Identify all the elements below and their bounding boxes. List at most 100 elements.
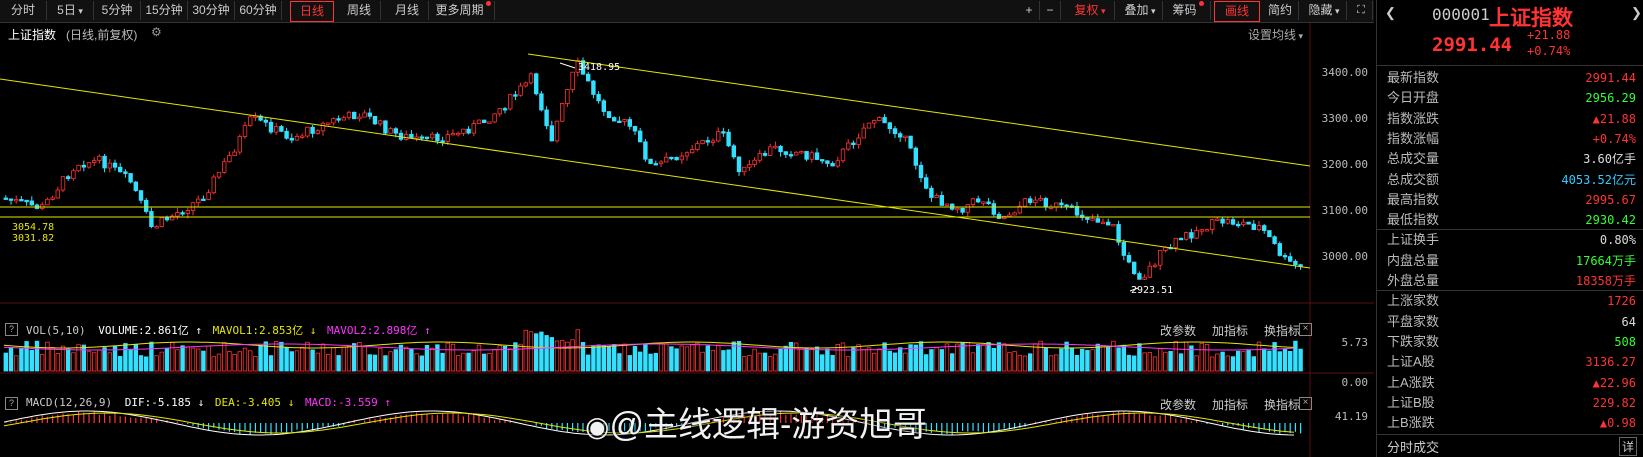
candle-body (965, 204, 970, 213)
simple-button[interactable]: 简约 (1262, 1, 1299, 20)
volume-bar (976, 344, 981, 372)
period-60min[interactable]: 60分钟 (235, 1, 282, 20)
volume-bar (487, 352, 492, 372)
macd-close-icon[interactable]: × (1299, 397, 1312, 410)
detail-button[interactable]: 详 (1619, 437, 1638, 456)
volume-bar (679, 345, 684, 372)
candle-body (679, 155, 684, 161)
macd-axis-label: 41.19 (1334, 410, 1368, 423)
candle-body (315, 130, 320, 134)
vol-switch-indicator-button[interactable]: 换指标 (1264, 324, 1301, 338)
candle-body (133, 181, 138, 191)
candle-body (617, 120, 622, 124)
macd-bar (655, 423, 657, 428)
candle-body (591, 80, 596, 95)
candle-body (76, 164, 81, 172)
hide-button[interactable]: 隐藏 (1302, 1, 1347, 20)
fullscreen-icon[interactable]: ⛶ (1350, 1, 1373, 20)
candle-body (481, 119, 487, 124)
quote-row-value: 2956.29 (1585, 91, 1636, 106)
candle-body (887, 122, 892, 130)
period-30min[interactable]: 30分钟 (188, 1, 235, 20)
macd-edit-params-button[interactable]: 改参数 (1160, 398, 1197, 412)
period-5day[interactable]: 5日 (47, 1, 94, 20)
volume-bar (1288, 350, 1293, 372)
volume-bar (996, 342, 1002, 372)
volume-bar (1215, 353, 1220, 372)
candle-body (440, 140, 445, 143)
macd-bar (525, 422, 527, 423)
more-periods-button[interactable]: 更多周期 (432, 1, 495, 20)
volume-bar (393, 349, 398, 372)
candle-body (492, 113, 497, 123)
overlay-button[interactable]: 叠加 (1118, 1, 1163, 20)
prev-arrow-icon[interactable]: ❮ (1385, 5, 1396, 20)
price-axis-label: 3000.00 (1321, 250, 1368, 263)
candle-body (1116, 224, 1121, 243)
volume-bar (154, 355, 159, 372)
vol-add-indicator-button[interactable]: 加指标 (1212, 324, 1249, 338)
volume-bar (1173, 341, 1178, 372)
volume-bar (882, 342, 887, 372)
candle-body (24, 199, 29, 203)
candle-body (632, 125, 638, 132)
volume-bar (1189, 345, 1194, 372)
volume-bar (237, 351, 242, 372)
macd-bar (1138, 414, 1140, 423)
quote-row: 平盘家数 64 (1377, 312, 1643, 332)
kline-chart[interactable] (0, 23, 1374, 457)
volume-bar (788, 341, 794, 372)
volume-bar (1095, 343, 1100, 372)
period-weekly[interactable]: 周线 (338, 1, 381, 20)
period-fenshi[interactable]: 分时 (0, 1, 47, 20)
candle-body (700, 140, 705, 145)
volume-bar (128, 348, 133, 372)
quote-row-label: 今日开盘 (1387, 90, 1440, 106)
candle-body (773, 145, 778, 149)
macd-bar (93, 411, 95, 423)
macd-bar (1159, 415, 1161, 423)
settings-gear-icon[interactable]: ⚙ (151, 25, 162, 39)
macd-bar (135, 417, 137, 423)
period-monthly[interactable]: 月线 (386, 1, 429, 20)
quote-row-value: 229.82 (1592, 395, 1636, 410)
candle-body (461, 128, 466, 134)
draw-button[interactable]: 画线 (1214, 1, 1260, 22)
period-daily[interactable]: 日线 (290, 1, 334, 22)
help-icon[interactable]: ? (5, 323, 18, 336)
quote-row-label: 最低指数 (1387, 212, 1440, 228)
macd-bar (572, 423, 574, 432)
candle-body (1132, 261, 1137, 274)
volume-bar (830, 354, 835, 372)
period-15min[interactable]: 15分钟 (141, 1, 188, 20)
volume-bar (638, 351, 643, 372)
volume-bar (627, 355, 632, 372)
volume-bar (414, 353, 419, 372)
macd-bar (1086, 414, 1088, 423)
period-5min[interactable]: 5分钟 (94, 1, 141, 20)
help-icon[interactable]: ? (5, 397, 18, 410)
macd-switch-indicator-button[interactable]: 换指标 (1264, 398, 1301, 412)
ma-settings-button[interactable]: 设置均线 (1248, 26, 1303, 43)
quote-row-value: 64 (1621, 314, 1636, 329)
quote-row-label: 总成交额 (1387, 171, 1440, 187)
candle-body (1158, 249, 1163, 266)
macd-add-indicator-button[interactable]: 加指标 (1212, 398, 1249, 412)
candle-body (778, 145, 783, 153)
volume-bar (1267, 350, 1272, 372)
adjust-button[interactable]: 复权 (1066, 1, 1115, 20)
volume-bar (253, 356, 258, 372)
volume-bar (507, 348, 513, 372)
chips-button[interactable]: 筹码 (1166, 1, 1211, 20)
zoom-in-button[interactable]: + (1019, 1, 1040, 20)
macd-bar (1185, 416, 1187, 423)
vol-close-icon[interactable]: × (1299, 323, 1312, 336)
candle-body (736, 156, 742, 173)
zoom-out-button[interactable]: − (1040, 1, 1061, 20)
next-arrow-icon[interactable]: ❯ (1631, 5, 1642, 20)
vol-edit-params-button[interactable]: 改参数 (1160, 324, 1197, 338)
candle-body (195, 198, 201, 204)
volume-bar (50, 346, 55, 372)
volume-bar (221, 342, 227, 372)
macd-bar (400, 414, 402, 423)
